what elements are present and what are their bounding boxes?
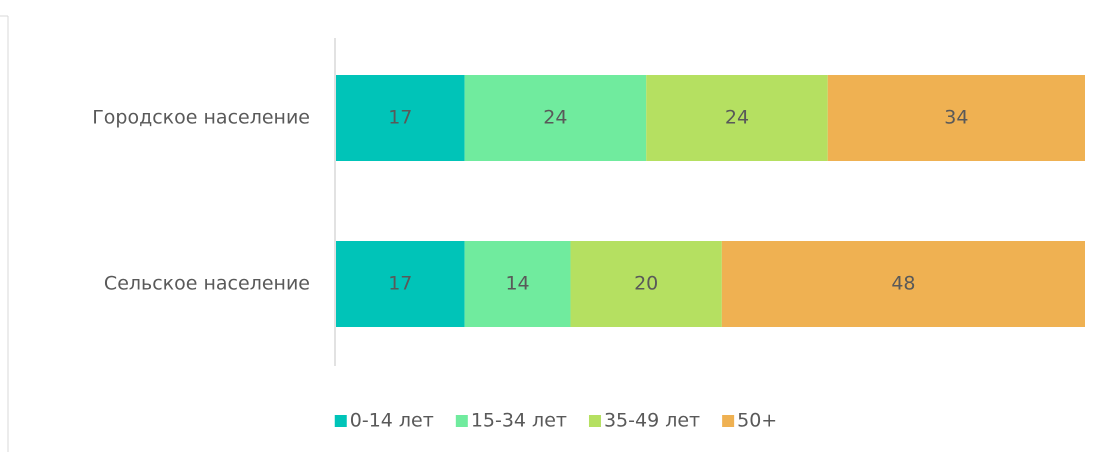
legend-label: 15-34 лет <box>471 410 567 432</box>
data-label: 48 <box>891 273 915 295</box>
data-label: 20 <box>634 273 658 295</box>
data-label: 34 <box>944 107 968 129</box>
bar-segment <box>646 75 828 161</box>
bar-segment <box>464 75 647 161</box>
data-label: 17 <box>388 273 412 295</box>
bar-segment <box>827 75 1085 161</box>
data-label: 24 <box>725 107 749 129</box>
legend-swatch <box>588 415 601 427</box>
data-label: 14 <box>505 273 529 295</box>
legend-swatch <box>722 415 735 427</box>
bar-segment <box>336 75 465 161</box>
bar-segment <box>336 241 465 327</box>
data-label: 17 <box>388 107 412 129</box>
y-tick-label: Сельское население <box>104 273 310 295</box>
bar-segment <box>570 241 722 327</box>
legend-label: 0-14 лет <box>350 410 434 432</box>
y-tick-label: Городское население <box>92 107 310 129</box>
legend-label: 35-49 лет <box>604 410 700 432</box>
legend-label: 50+ <box>737 410 777 432</box>
data-label: 24 <box>543 107 567 129</box>
bar-segment <box>721 241 1085 327</box>
bar-segment <box>464 241 571 327</box>
legend-swatch <box>334 415 347 427</box>
legend-swatch <box>455 415 468 427</box>
